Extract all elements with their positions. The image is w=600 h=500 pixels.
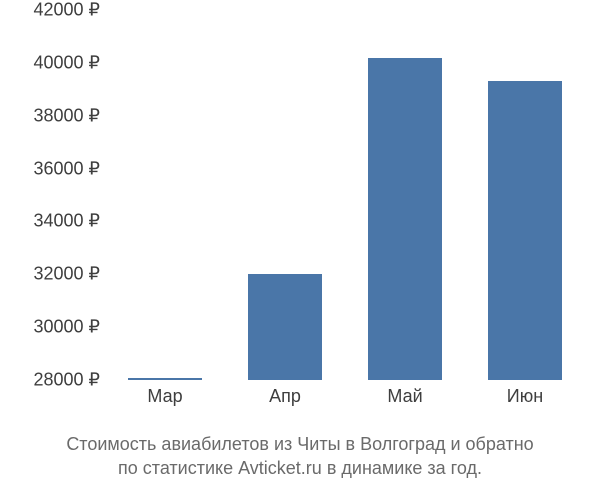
bar [488, 81, 562, 380]
price-chart: 28000 ₽ 30000 ₽ 32000 ₽ 34000 ₽ 36000 ₽ 38000… [0, 0, 600, 420]
y-tick-label: 38000 ₽ [33, 105, 100, 126]
y-tick-label: 34000 ₽ [33, 211, 100, 232]
y-tick-label: 36000 ₽ [33, 158, 100, 179]
bar [128, 378, 202, 380]
x-tick-label: Июн [507, 386, 543, 407]
y-tick-label: 32000 ₽ [33, 264, 100, 285]
plot-area [105, 10, 585, 380]
y-tick-label: 30000 ₽ [33, 317, 100, 338]
x-tick-label: Май [387, 386, 422, 407]
chart-caption: Стоимость авиабилетов из Читы в Волгогра… [0, 432, 600, 481]
bar [248, 274, 322, 380]
bar [368, 58, 442, 380]
caption-line-1: Стоимость авиабилетов из Читы в Волгогра… [66, 434, 533, 454]
y-tick-label: 28000 ₽ [33, 370, 100, 391]
y-tick-label: 40000 ₽ [33, 52, 100, 73]
y-tick-label: 42000 ₽ [33, 0, 100, 21]
x-tick-label: Мар [147, 386, 182, 407]
x-tick-label: Апр [269, 386, 301, 407]
caption-line-2: по статистике Avticket.ru в динамике за … [118, 458, 482, 478]
